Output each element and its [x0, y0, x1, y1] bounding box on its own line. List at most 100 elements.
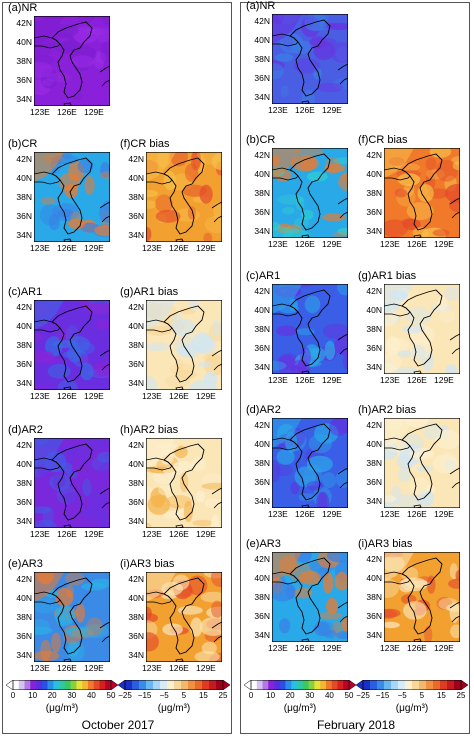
- field-patch: [387, 338, 410, 352]
- field-patch: [66, 641, 85, 662]
- field-patch: [384, 219, 409, 238]
- field-patch: [146, 376, 158, 390]
- northwest-region: [146, 572, 176, 602]
- latitude-label: 40N: [254, 305, 270, 315]
- field-patch: [94, 224, 110, 237]
- china-coastline: [272, 33, 299, 47]
- field-patch: [57, 379, 78, 390]
- longitude-label: 123E: [142, 243, 162, 253]
- latitude-label: 42N: [128, 302, 144, 312]
- longitude-label: 129E: [196, 243, 216, 253]
- latitude-label: 38N: [254, 54, 270, 64]
- field-patch: [400, 566, 419, 582]
- map-frame: [146, 572, 222, 662]
- jeju-island: [301, 504, 310, 508]
- northwest-region: [272, 14, 302, 44]
- field-patch: [73, 26, 99, 44]
- northwest-region: [384, 418, 414, 448]
- latitude-label: 42N: [128, 154, 144, 164]
- colorbar-segment: [195, 680, 203, 690]
- latitude-label: 34N: [16, 94, 32, 104]
- panel-feb-f: (f)CR bias 42N 40N 38N 36N 34N 123E 126E 129E: [356, 134, 468, 252]
- longitude-label: 129E: [84, 529, 104, 539]
- colorbar-max-arrow: [348, 680, 356, 690]
- feb-bias-colorbar: [356, 680, 468, 690]
- field-patch: [77, 158, 94, 174]
- panel-title: (d)AR2: [8, 424, 43, 436]
- latitude-label: 38N: [254, 324, 270, 334]
- panel-oct-c: (c)AR1 42N 40N 38N 36N 34N 123E 126E 129E: [6, 286, 118, 404]
- longitude-label: 123E: [30, 243, 50, 253]
- china-coastline: [272, 167, 299, 181]
- longitude-label: 126E: [169, 663, 189, 673]
- longitude-label: 126E: [295, 643, 315, 653]
- latitude-label: 36N: [16, 211, 32, 221]
- colorbar-segment: [314, 680, 321, 690]
- field-patch: [55, 588, 74, 607]
- japan-coastline: [99, 201, 110, 223]
- china-coastline: [272, 571, 299, 585]
- colorbar-segment: [377, 680, 385, 690]
- field-patch: [146, 189, 159, 198]
- panel-feb-a: (a)NR 42N 40N 38N 36N 34N 123E 126E 129E: [244, 0, 356, 118]
- longitude-label: 126E: [57, 663, 77, 673]
- latitude-label: 36N: [128, 211, 144, 221]
- latitude-label: 36N: [128, 359, 144, 369]
- colorbar-tick-label: 25: [456, 691, 466, 700]
- field-map: [272, 552, 348, 642]
- longitude-label: 123E: [142, 529, 162, 539]
- field-map: [384, 284, 460, 374]
- panel-title: (i)AR3 bias: [358, 538, 413, 550]
- longitude-label: 129E: [322, 105, 342, 115]
- colorbar-tick-label: 50: [344, 691, 354, 700]
- jeju-island: [301, 638, 310, 642]
- latitude-label: 34N: [254, 362, 270, 372]
- period-label-february: February 2018: [316, 718, 396, 732]
- field-patch: [84, 302, 110, 315]
- longitude-label: 129E: [322, 375, 342, 385]
- china-coastline: [272, 303, 299, 317]
- field-patch: [290, 155, 319, 172]
- map-frame: [146, 300, 222, 390]
- field-patch: [329, 418, 348, 436]
- colorbar-segment: [53, 680, 60, 690]
- latitude-label: 34N: [366, 362, 382, 372]
- colorbar-segment: [412, 680, 420, 690]
- field-map: [272, 284, 348, 374]
- latitude-label: 40N: [16, 593, 32, 603]
- latitude-label: 42N: [254, 16, 270, 26]
- field-patch: [403, 601, 427, 620]
- jeju-island: [413, 504, 422, 508]
- japan-coastline: [99, 349, 110, 371]
- field-patch: [146, 632, 159, 652]
- latitude-label: 36N: [254, 343, 270, 353]
- field-patch: [34, 519, 57, 528]
- latitude-label: 40N: [128, 173, 144, 183]
- field-patch: [272, 360, 287, 371]
- colorbar-segment: [320, 680, 327, 690]
- colorbar-segment: [285, 680, 292, 690]
- map-frame: [34, 300, 110, 390]
- field-patch: [309, 37, 337, 47]
- colorbar-segment: [384, 680, 392, 690]
- field-patch: [62, 152, 73, 160]
- longitude-label: 126E: [57, 107, 77, 117]
- field-map: [34, 300, 110, 390]
- jeju-island: [413, 638, 422, 642]
- field-patch: [86, 507, 99, 517]
- field-patch: [54, 605, 76, 626]
- colorbar-segment: [18, 680, 25, 690]
- latitude-label: 36N: [366, 477, 382, 487]
- latitude-label: 38N: [16, 612, 32, 622]
- latitude-label: 42N: [16, 154, 32, 164]
- field-patch: [163, 170, 176, 191]
- field-patch: [444, 286, 460, 302]
- latitude-label: 36N: [366, 207, 382, 217]
- field-patch: [281, 226, 300, 234]
- longitude-label: 126E: [295, 509, 315, 519]
- china-coastline: [146, 457, 173, 471]
- field-patch: [293, 58, 321, 74]
- colorbar-segment: [363, 680, 371, 690]
- colorbar-segment: [405, 680, 413, 690]
- latitude-label: 42N: [16, 574, 32, 584]
